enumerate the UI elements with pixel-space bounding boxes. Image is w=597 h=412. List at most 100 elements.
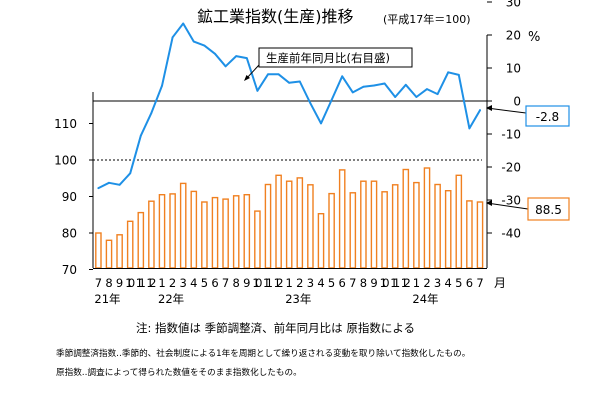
right-tick-label: -30: [501, 194, 521, 208]
year-label: 22年: [158, 292, 184, 306]
bar-8: [179, 182, 187, 269]
month-label-2: 9: [116, 276, 123, 290]
line-point-7: [171, 36, 174, 39]
month-label-16: 11: [263, 276, 273, 290]
line-point-3: [129, 172, 132, 175]
month-label-20: 3: [307, 276, 314, 290]
bar-35: [466, 200, 473, 269]
month-label-35: 6: [466, 276, 473, 290]
chart-subtitle: (平成17年＝100): [383, 12, 471, 26]
year-label: 21年: [94, 292, 120, 306]
month-label-22: 5: [328, 276, 335, 290]
line-point-32: [436, 93, 439, 95]
month-label-10: 5: [201, 276, 208, 290]
line-point-27: [383, 82, 386, 85]
month-label-21: 4: [317, 276, 324, 290]
bar-22: [328, 192, 335, 269]
bar-18: [285, 180, 293, 269]
bar-25: [360, 180, 367, 269]
line-point-30: [415, 96, 418, 98]
line-point-2: [118, 183, 121, 186]
bar-16: [264, 183, 272, 269]
month-label-28: 11: [390, 276, 400, 290]
line-value-callout: -2.8: [486, 105, 570, 127]
x-axis-year-labels: 21年 22年 23年 24年: [94, 292, 438, 306]
line-point-5: [150, 112, 153, 114]
x-axis-month-unit: 月: [494, 276, 506, 290]
bar-17: [275, 174, 282, 269]
month-label-14: 9: [243, 276, 250, 290]
line-point-28: [394, 96, 397, 98]
right-tick-label: -20: [501, 161, 521, 175]
bars-layer: [95, 167, 484, 269]
bar-31: [423, 167, 431, 269]
line-point-0: [97, 187, 100, 190]
bar-13: [232, 195, 240, 269]
month-label-36: 7: [476, 276, 483, 290]
month-label-0: 7: [95, 276, 102, 290]
line-point-25: [362, 85, 365, 88]
bar-0: [95, 232, 102, 269]
month-label-15: 10: [252, 276, 262, 290]
left-tick-label: 70: [62, 263, 77, 277]
line-point-20: [309, 102, 312, 105]
bar-14: [243, 193, 251, 269]
bar-4: [137, 211, 145, 269]
month-label-32: 3: [434, 276, 441, 290]
month-label-6: 1: [158, 276, 165, 290]
definition-original-index: 原指数‥調査によって得られた数値をそのまま指数化したもの。: [56, 368, 302, 378]
right-tick-label: -10: [501, 128, 521, 142]
line-point-4: [139, 134, 142, 137]
month-label-34: 5: [455, 276, 462, 290]
x-axis-month-labels: 7 8 9 10 11 12 1 2 3 4 5 6 7 8 9 10 11 12 1 2 3 4 5 6 7 8 9 10 11 12 1…: [95, 276, 484, 290]
month-label-29: 12: [401, 276, 411, 290]
left-tick-label: 80: [62, 227, 77, 241]
bar-19: [296, 177, 304, 269]
month-label-8: 3: [180, 276, 187, 290]
month-label-33: 4: [445, 276, 452, 290]
bar-33: [444, 189, 452, 269]
month-label-25: 8: [360, 276, 367, 290]
month-label-11: 6: [211, 276, 218, 290]
series-label: 生産前年同月比(右目盛): [266, 51, 390, 65]
bar-21: [317, 212, 325, 269]
month-label-12: 7: [222, 276, 229, 290]
month-label-7: 2: [169, 276, 176, 290]
month-label-26: 9: [370, 276, 377, 290]
month-label-30: 1: [413, 276, 420, 290]
series-label-callout: 生産前年同月比(右目盛): [244, 47, 413, 81]
month-label-13: 8: [233, 276, 240, 290]
month-label-3: 10: [125, 276, 135, 290]
bar-26: [370, 180, 378, 269]
line-point-14: [245, 57, 248, 59]
bar-9: [190, 190, 198, 269]
line-point-15: [256, 89, 259, 92]
line-point-19: [298, 80, 301, 83]
left-axis-ticks: 70 80 90 100 110: [54, 117, 93, 277]
right-tick-label: 0: [513, 95, 521, 109]
bar-12: [222, 198, 229, 269]
bar-callout-arrow: [486, 202, 529, 210]
bar-1: [105, 239, 113, 269]
line-point-12: [224, 65, 227, 68]
month-label-4: 11: [136, 276, 146, 290]
bar-28: [391, 184, 399, 269]
line-point-8: [182, 22, 185, 25]
line-point-13: [235, 55, 238, 57]
bar-29: [402, 168, 410, 269]
left-tick-label: 110: [54, 117, 77, 131]
bar-24: [349, 192, 357, 269]
bar-36: [476, 201, 484, 269]
right-tick-label: 20: [506, 29, 521, 43]
line-point-36: [479, 109, 481, 112]
line-point-29: [404, 83, 407, 86]
line-point-18: [288, 81, 291, 84]
bar-value-callout: 88.5: [486, 197, 570, 221]
bar-6: [158, 193, 166, 269]
bar-3: [126, 220, 134, 269]
line-points: [97, 22, 481, 190]
line-point-10: [203, 44, 206, 47]
line-point-21: [320, 122, 322, 125]
bar-10: [201, 201, 208, 269]
